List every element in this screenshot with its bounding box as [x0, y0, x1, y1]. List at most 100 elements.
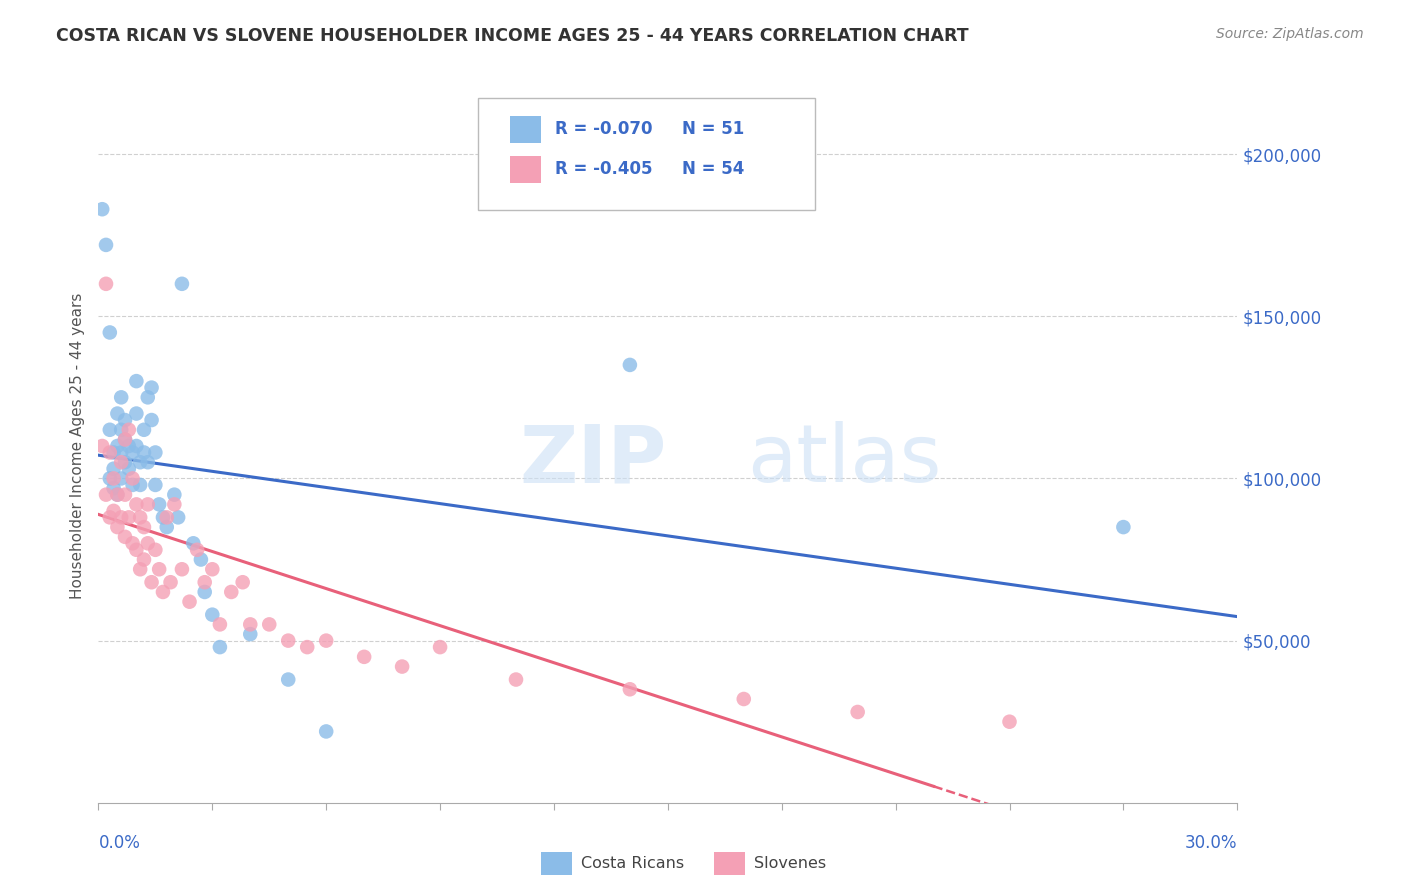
Point [148, 497, 170, 511]
Point [190, 552, 212, 566]
Point [98, 423, 121, 437]
Point [156, 510, 179, 524]
Point [145, 445, 167, 459]
Text: R = -0.070: R = -0.070 [555, 120, 652, 138]
Point [132, 445, 155, 459]
Point [183, 536, 205, 550]
Point [179, 595, 201, 609]
Text: COSTA RICAN VS SLOVENE HOUSEHOLDER INCOME AGES 25 - 44 YEARS CORRELATION CHART: COSTA RICAN VS SLOVENE HOUSEHOLDER INCOM… [56, 27, 969, 45]
Point [297, 640, 319, 654]
Point [98, 471, 121, 485]
Point [315, 633, 337, 648]
Point [121, 471, 143, 485]
Point [145, 478, 167, 492]
Point [277, 673, 299, 687]
Point [619, 358, 641, 372]
Point [194, 585, 217, 599]
Point [152, 585, 174, 599]
Point [114, 488, 136, 502]
Point [132, 423, 155, 437]
Text: 30.0%: 30.0% [1185, 834, 1237, 852]
Point [201, 607, 224, 622]
Point [141, 413, 163, 427]
Point [110, 455, 132, 469]
Text: N = 54: N = 54 [682, 161, 744, 178]
Text: R = -0.405: R = -0.405 [555, 161, 652, 178]
Point [98, 510, 121, 524]
Point [998, 714, 1021, 729]
Point [114, 413, 136, 427]
Point [107, 488, 129, 502]
Point [141, 381, 163, 395]
Point [98, 445, 121, 459]
Point [221, 585, 243, 599]
Point [129, 562, 152, 576]
Point [201, 562, 224, 576]
Point [239, 627, 262, 641]
Text: N = 51: N = 51 [682, 120, 744, 138]
Point [129, 478, 152, 492]
Point [125, 374, 148, 388]
Point [136, 536, 159, 550]
Point [259, 617, 281, 632]
Y-axis label: Householder Income Ages 25 - 44 years: Householder Income Ages 25 - 44 years [69, 293, 84, 599]
Point [136, 455, 159, 469]
Point [239, 617, 262, 632]
Point [136, 497, 159, 511]
Point [129, 455, 152, 469]
Point [152, 510, 174, 524]
Text: ZIP: ZIP [520, 421, 666, 500]
Point [619, 682, 641, 697]
Point [121, 445, 143, 459]
Point [186, 542, 208, 557]
Point [163, 497, 186, 511]
Point [114, 433, 136, 447]
Point [110, 390, 132, 404]
Point [110, 510, 132, 524]
Text: Slovenes: Slovenes [754, 856, 825, 871]
Text: 0.0%: 0.0% [98, 834, 141, 852]
Point [91, 202, 114, 217]
Point [114, 433, 136, 447]
Point [98, 326, 121, 340]
Point [167, 510, 190, 524]
Point [148, 562, 170, 576]
Point [846, 705, 869, 719]
Point [125, 407, 148, 421]
Point [733, 692, 755, 706]
Point [125, 439, 148, 453]
Point [118, 439, 141, 453]
Point [107, 439, 129, 453]
Text: Source: ZipAtlas.com: Source: ZipAtlas.com [1216, 27, 1364, 41]
Point [232, 575, 254, 590]
Point [156, 520, 179, 534]
Point [118, 510, 141, 524]
Point [94, 488, 117, 502]
Point [125, 542, 148, 557]
Point [136, 390, 159, 404]
Point [132, 520, 155, 534]
Point [141, 575, 163, 590]
Point [114, 455, 136, 469]
Point [163, 488, 186, 502]
Point [353, 649, 375, 664]
Point [103, 461, 125, 475]
Point [505, 673, 527, 687]
Point [110, 423, 132, 437]
Point [110, 445, 132, 459]
Point [107, 520, 129, 534]
Point [429, 640, 451, 654]
Point [125, 497, 148, 511]
Point [91, 439, 114, 453]
Point [121, 478, 143, 492]
Point [118, 423, 141, 437]
Point [194, 575, 217, 590]
Point [170, 562, 193, 576]
Point [391, 659, 413, 673]
Point [103, 504, 125, 518]
Point [118, 461, 141, 475]
Point [170, 277, 193, 291]
Point [103, 481, 125, 495]
Point [1112, 520, 1135, 534]
Point [277, 633, 299, 648]
